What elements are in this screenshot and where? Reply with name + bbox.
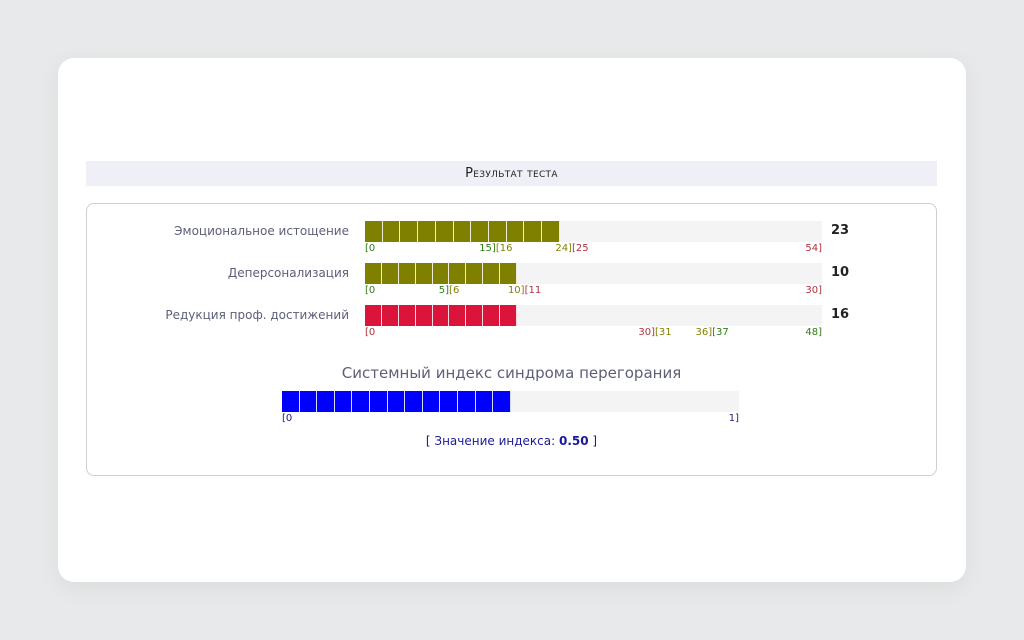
bar-segment xyxy=(387,391,406,412)
bar-segment xyxy=(449,305,467,326)
bar-segment xyxy=(317,391,335,412)
bar-segment xyxy=(449,263,467,284)
bar-segment xyxy=(405,391,423,412)
scale-tick: 36][37 xyxy=(695,327,729,338)
index-value: [ Значение индекса: 0.50 ] xyxy=(87,434,936,448)
scale-tick: 10][11 xyxy=(507,285,542,296)
scale-tick: [0 xyxy=(365,327,376,338)
bar-segment xyxy=(453,221,472,242)
scale-label: Редукция проф. достижений xyxy=(165,308,349,322)
scale-row-depersonalization: Деперсонализация 10 [0 5][6 10][11 30] xyxy=(87,260,936,300)
bar-segment xyxy=(365,263,382,284)
bar-segment xyxy=(506,221,525,242)
bar-segment xyxy=(299,391,318,412)
index-bar-track xyxy=(282,391,739,412)
scale-value: 16 xyxy=(831,307,850,322)
bar-segment xyxy=(415,263,433,284)
scale-bar-track xyxy=(365,305,822,326)
bar-segment xyxy=(422,391,441,412)
result-header: Результат теста xyxy=(86,161,937,186)
scale-row-exhaustion: Эмоциональное истощение 23 [0 15][16 24][2… xyxy=(87,218,936,258)
bar-segment xyxy=(381,263,399,284)
scale-tick: 54] xyxy=(805,243,822,254)
scale-bar-track xyxy=(365,263,822,284)
bar-segment xyxy=(483,263,500,284)
bar-segment xyxy=(432,263,450,284)
bar-segment xyxy=(466,263,484,284)
bar-segment xyxy=(542,221,560,242)
bar-segment xyxy=(382,221,401,242)
bar-segment xyxy=(440,391,459,412)
bar-segment xyxy=(415,305,433,326)
scale-tick: 48] xyxy=(805,327,822,338)
bar-segment xyxy=(365,305,382,326)
bar-segment xyxy=(475,391,494,412)
result-box: Эмоциональное истощение 23 [0 15][16 24][2… xyxy=(86,203,937,476)
scale-tick: 15][16 xyxy=(479,243,513,254)
index-value-number: 0.50 xyxy=(558,434,589,448)
index-ticks: [0 1] xyxy=(282,413,739,427)
bar-segment xyxy=(352,391,371,412)
index-value-prefix: [ Значение индекса: xyxy=(425,434,559,448)
bar-segment xyxy=(493,391,511,412)
scale-bar-fill xyxy=(365,263,517,284)
scale-bar-fill xyxy=(365,221,560,242)
bar-segment xyxy=(282,391,300,412)
bar-segment xyxy=(483,305,500,326)
result-card: Результат теста Эмоциональное истощение … xyxy=(58,58,966,582)
bar-segment xyxy=(471,221,490,242)
scale-value: 23 xyxy=(831,223,850,238)
scale-tick: 30][31 xyxy=(638,327,672,338)
bar-segment xyxy=(398,305,416,326)
scale-tick: 24][25 xyxy=(555,243,589,254)
index-tick-min: [0 xyxy=(282,413,293,424)
scale-tick: [0 xyxy=(365,243,376,254)
scale-ticks: [0 15][16 24][25 54] xyxy=(365,243,822,257)
scale-tick: 30] xyxy=(805,285,822,296)
bar-segment xyxy=(370,391,388,412)
bar-segment xyxy=(458,391,476,412)
bar-segment xyxy=(500,263,517,284)
scale-row-reduction: Редукция проф. достижений 16 [0 30][31 36]… xyxy=(87,302,936,342)
scale-label: Эмоциональное истощение xyxy=(174,224,349,238)
scale-ticks: [0 5][6 10][11 30] xyxy=(365,285,822,299)
index-bar-fill xyxy=(282,391,511,412)
scale-tick: [0 xyxy=(365,285,376,296)
index-value-suffix: ] xyxy=(588,434,598,448)
bar-segment xyxy=(435,221,454,242)
bar-segment xyxy=(334,391,353,412)
index-title: Системный индекс синдрома перегорания xyxy=(341,364,682,382)
bar-segment xyxy=(489,221,507,242)
scale-value: 10 xyxy=(831,265,850,280)
index-tick-max: 1] xyxy=(728,413,739,424)
bar-segment xyxy=(418,221,436,242)
bar-segment xyxy=(432,305,450,326)
bar-segment xyxy=(400,221,419,242)
scale-bar-track xyxy=(365,221,822,242)
bar-segment xyxy=(381,305,399,326)
bar-segment xyxy=(398,263,416,284)
scale-ticks: [0 30][31 36][37 48] xyxy=(365,327,822,341)
bar-segment xyxy=(500,305,517,326)
scale-tick: 5][6 xyxy=(438,285,460,296)
bar-segment xyxy=(524,221,543,242)
scale-label: Деперсонализация xyxy=(227,266,349,280)
bar-segment xyxy=(466,305,484,326)
scale-bar-fill xyxy=(365,305,517,326)
bar-segment xyxy=(365,221,383,242)
